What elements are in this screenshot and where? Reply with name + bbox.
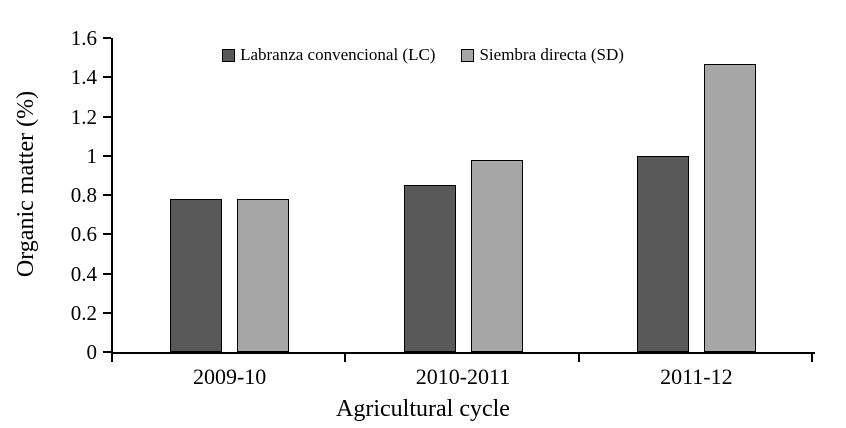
y-tick (103, 37, 111, 39)
chart-legend: Labranza convencional (LC) Siembra direct… (0, 44, 846, 66)
bar-lc-2009-10 (170, 198, 223, 352)
y-tick (103, 76, 111, 79)
x-category-label: 2010-2011 (415, 364, 511, 389)
y-tick-label: 1.2 (70, 104, 97, 129)
y-tick-label: 0 (86, 340, 98, 364)
y-tick (103, 233, 111, 236)
x-tick (811, 354, 813, 362)
legend-label-lc: Labranza convencional (LC) (240, 45, 436, 64)
y-tick-label: 1 (86, 143, 98, 168)
y-tick-label: 0.8 (70, 183, 97, 207)
y-tick (103, 351, 111, 353)
bar-lc-2011-12 (636, 155, 689, 352)
y-tick-label: 1.6 (70, 26, 97, 50)
x-tick (111, 354, 113, 362)
y-tick (103, 311, 111, 314)
y-axis-line (111, 38, 113, 354)
bar-sd-2011-12 (703, 63, 756, 352)
y-tick-label: 0.4 (70, 261, 97, 286)
y-tick-label: 0.6 (70, 222, 97, 247)
bar-lc-2010-2011 (403, 185, 456, 352)
x-tick (577, 354, 580, 362)
y-tick (103, 154, 111, 157)
y-tick-label: 0.2 (70, 300, 97, 325)
y-tick (103, 115, 111, 118)
y-tick-label: 1.4 (70, 65, 97, 90)
x-axis-line (111, 352, 815, 354)
bar-sd-2010-2011 (470, 159, 523, 352)
y-tick (103, 194, 111, 196)
x-category-label: 2009-10 (192, 364, 267, 389)
legend-swatch-icon-sd (461, 48, 475, 62)
bar-sd-2009-10 (237, 198, 290, 352)
x-axis-title: Agricultural cycle (336, 396, 510, 422)
x-tick (344, 354, 347, 362)
x-category-label: 2011-12 (660, 364, 733, 389)
legend-item-lc: Labranza convencional (LC) (222, 45, 435, 65)
y-tick (103, 272, 111, 275)
legend-swatch-icon-lc (222, 48, 236, 62)
legend-label-sd: Siembra directa (SD) (479, 45, 624, 64)
legend-item-sd: Siembra directa (SD) (461, 45, 624, 65)
